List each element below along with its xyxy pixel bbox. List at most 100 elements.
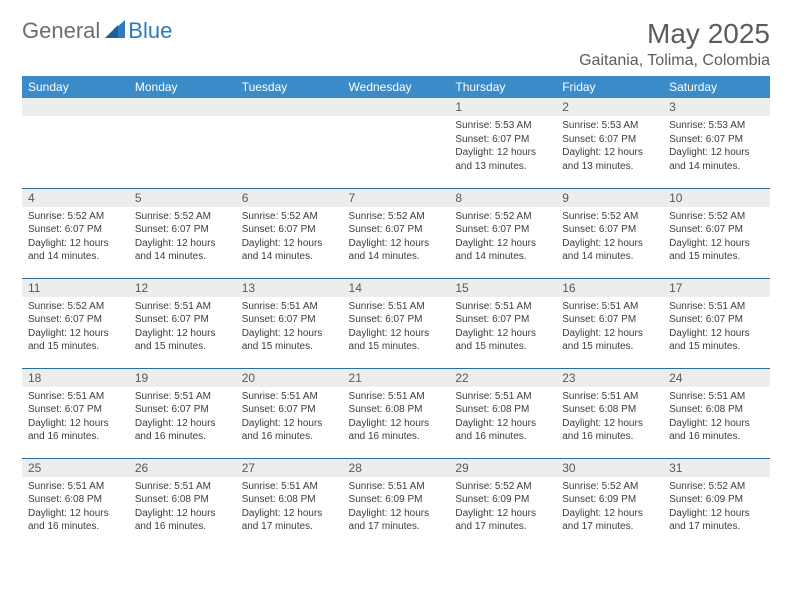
day-data: Sunrise: 5:51 AMSunset: 6:07 PMDaylight:…	[663, 297, 770, 358]
day-data: Sunrise: 5:52 AMSunset: 6:07 PMDaylight:…	[129, 207, 236, 268]
day-data: Sunrise: 5:51 AMSunset: 6:07 PMDaylight:…	[22, 387, 129, 448]
calendar-day-cell: 28 Sunrise: 5:51 AMSunset: 6:09 PMDayligh…	[343, 458, 450, 548]
day-number: 15	[449, 279, 556, 297]
daylight-line: Daylight: 12 hours and 16 minutes.	[669, 417, 764, 444]
sunrise-line: Sunrise: 5:51 AM	[455, 390, 550, 404]
daylight-line: Daylight: 12 hours and 15 minutes.	[562, 327, 657, 354]
daylight-line: Daylight: 12 hours and 14 minutes.	[669, 146, 764, 173]
sunrise-line: Sunrise: 5:52 AM	[28, 210, 123, 224]
daylight-line: Daylight: 12 hours and 14 minutes.	[562, 237, 657, 264]
daylight-line: Daylight: 12 hours and 16 minutes.	[562, 417, 657, 444]
sunrise-line: Sunrise: 5:51 AM	[669, 300, 764, 314]
daylight-line: Daylight: 12 hours and 16 minutes.	[349, 417, 444, 444]
day-data: Sunrise: 5:53 AMSunset: 6:07 PMDaylight:…	[556, 116, 663, 177]
daylight-line: Daylight: 12 hours and 15 minutes.	[455, 327, 550, 354]
sunrise-line: Sunrise: 5:51 AM	[135, 300, 230, 314]
sunset-line: Sunset: 6:07 PM	[455, 313, 550, 327]
daylight-line: Daylight: 12 hours and 14 minutes.	[455, 237, 550, 264]
sunset-line: Sunset: 6:08 PM	[669, 403, 764, 417]
calendar-week-row: 11Sunrise: 5:52 AMSunset: 6:07 PMDayligh…	[22, 278, 770, 368]
day-data: Sunrise: 5:52 AMSunset: 6:07 PMDaylight:…	[22, 207, 129, 268]
daylight-line: Daylight: 12 hours and 15 minutes.	[349, 327, 444, 354]
day-number: 7	[343, 189, 450, 207]
calendar-week-row: 18Sunrise: 5:51 AMSunset: 6:07 PMDayligh…	[22, 368, 770, 458]
calendar-day-cell: 8Sunrise: 5:52 AMSunset: 6:07 PMDaylight…	[449, 188, 556, 278]
sunrise-line: Sunrise: 5:51 AM	[242, 300, 337, 314]
daylight-line: Daylight: 12 hours and 15 minutes.	[28, 327, 123, 354]
sunrise-line: Sunrise: 5:52 AM	[562, 480, 657, 494]
sunset-line: Sunset: 6:07 PM	[562, 223, 657, 237]
day-number: 19	[129, 369, 236, 387]
sunrise-line: Sunrise: 5:51 AM	[242, 480, 337, 494]
day-data: Sunrise: 5:51 AMSunset: 6:08 PMDaylight:…	[449, 387, 556, 448]
calendar-day-cell: 6Sunrise: 5:52 AMSunset: 6:07 PMDaylight…	[236, 188, 343, 278]
sunset-line: Sunset: 6:07 PM	[455, 223, 550, 237]
day-number: 10	[663, 189, 770, 207]
sunrise-line: Sunrise: 5:51 AM	[28, 390, 123, 404]
day-data: Sunrise: 5:52 AMSunset: 6:09 PMDaylight:…	[663, 477, 770, 538]
weekday-header: Friday	[556, 76, 663, 98]
day-data: Sunrise: 5:51 AMSunset: 6:08 PMDaylight:…	[343, 387, 450, 448]
day-number: 9	[556, 189, 663, 207]
calendar-week-row: 4Sunrise: 5:52 AMSunset: 6:07 PMDaylight…	[22, 188, 770, 278]
day-data: Sunrise: 5:51 AMSunset: 6:08 PMDaylight:…	[236, 477, 343, 538]
sunrise-line: Sunrise: 5:51 AM	[349, 300, 444, 314]
day-number: 6	[236, 189, 343, 207]
sunrise-line: Sunrise: 5:52 AM	[28, 300, 123, 314]
day-number: 25	[22, 459, 129, 477]
calendar-day-cell: 13Sunrise: 5:51 AMSunset: 6:07 PMDayligh…	[236, 278, 343, 368]
sunrise-line: Sunrise: 5:53 AM	[455, 119, 550, 133]
sunset-line: Sunset: 6:07 PM	[135, 223, 230, 237]
daylight-line: Daylight: 12 hours and 16 minutes.	[242, 417, 337, 444]
sunrise-line: Sunrise: 5:53 AM	[669, 119, 764, 133]
day-number: 13	[236, 279, 343, 297]
day-number	[129, 98, 236, 116]
day-number: 3	[663, 98, 770, 116]
daylight-line: Daylight: 12 hours and 13 minutes.	[455, 146, 550, 173]
daylight-line: Daylight: 12 hours and 14 minutes.	[28, 237, 123, 264]
day-data: Sunrise: 5:52 AMSunset: 6:07 PMDaylight:…	[22, 297, 129, 358]
day-number: 28	[343, 459, 450, 477]
daylight-line: Daylight: 12 hours and 14 minutes.	[135, 237, 230, 264]
sunrise-line: Sunrise: 5:51 AM	[455, 300, 550, 314]
day-number: 30	[556, 459, 663, 477]
sunset-line: Sunset: 6:07 PM	[562, 313, 657, 327]
calendar-day-cell: 21Sunrise: 5:51 AMSunset: 6:08 PMDayligh…	[343, 368, 450, 458]
calendar-day-cell: 17Sunrise: 5:51 AMSunset: 6:07 PMDayligh…	[663, 278, 770, 368]
sunset-line: Sunset: 6:07 PM	[455, 133, 550, 147]
day-number: 1	[449, 98, 556, 116]
day-number: 31	[663, 459, 770, 477]
daylight-line: Daylight: 12 hours and 17 minutes.	[349, 507, 444, 534]
calendar-day-cell: 27Sunrise: 5:51 AMSunset: 6:08 PMDayligh…	[236, 458, 343, 548]
sunset-line: Sunset: 6:09 PM	[349, 493, 444, 507]
sunrise-line: Sunrise: 5:51 AM	[349, 480, 444, 494]
sunrise-line: Sunrise: 5:51 AM	[28, 480, 123, 494]
day-number: 26	[129, 459, 236, 477]
weekday-header: Saturday	[663, 76, 770, 98]
calendar-day-cell: 16Sunrise: 5:51 AMSunset: 6:07 PMDayligh…	[556, 278, 663, 368]
calendar-day-cell: 7Sunrise: 5:52 AMSunset: 6:07 PMDaylight…	[343, 188, 450, 278]
calendar-day-cell: 4Sunrise: 5:52 AMSunset: 6:07 PMDaylight…	[22, 188, 129, 278]
daylight-line: Daylight: 12 hours and 15 minutes.	[135, 327, 230, 354]
day-number	[236, 98, 343, 116]
calendar-day-cell: 1 Sunrise: 5:53 AMSunset: 6:07 PMDaylight…	[449, 98, 556, 188]
day-number	[343, 98, 450, 116]
sunset-line: Sunset: 6:09 PM	[669, 493, 764, 507]
daylight-line: Daylight: 12 hours and 17 minutes.	[455, 507, 550, 534]
sunset-line: Sunset: 6:08 PM	[349, 403, 444, 417]
calendar-day-cell: 15 Sunrise: 5:51 AMSunset: 6:07 PMDayligh…	[449, 278, 556, 368]
sunset-line: Sunset: 6:07 PM	[242, 223, 337, 237]
day-number: 12	[129, 279, 236, 297]
calendar-day-cell: 14Sunrise: 5:51 AMSunset: 6:07 PMDayligh…	[343, 278, 450, 368]
sunset-line: Sunset: 6:08 PM	[455, 403, 550, 417]
day-data: Sunrise: 5:52 AMSunset: 6:07 PMDaylight:…	[449, 207, 556, 268]
calendar-day-cell: 30Sunrise: 5:52 AMSunset: 6:09 PMDayligh…	[556, 458, 663, 548]
sunset-line: Sunset: 6:07 PM	[28, 403, 123, 417]
calendar-day-cell: 25Sunrise: 5:51 AMSunset: 6:08 PMDayligh…	[22, 458, 129, 548]
calendar-day-cell: 24Sunrise: 5:51 AMSunset: 6:08 PMDayligh…	[663, 368, 770, 458]
sunrise-line: Sunrise: 5:52 AM	[349, 210, 444, 224]
day-data: Sunrise: 5:51 AMSunset: 6:07 PMDaylight:…	[129, 387, 236, 448]
daylight-line: Daylight: 12 hours and 15 minutes.	[669, 237, 764, 264]
day-data: Sunrise: 5:52 AMSunset: 6:07 PMDaylight:…	[663, 207, 770, 268]
day-number: 24	[663, 369, 770, 387]
